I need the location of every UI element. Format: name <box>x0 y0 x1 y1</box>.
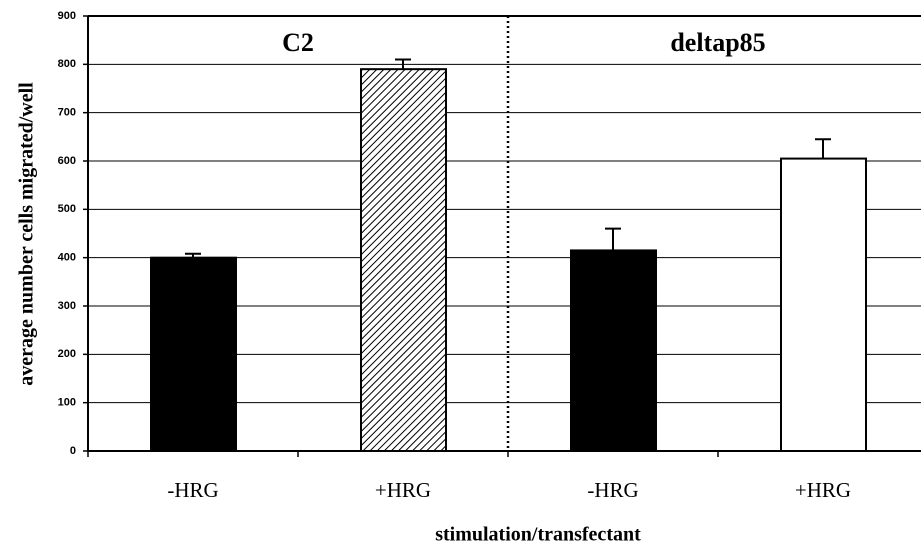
x-tick-label: +HRG <box>375 478 431 502</box>
group-label: C2 <box>282 28 314 57</box>
y-tick-label: 0 <box>70 445 76 457</box>
group-label: deltap85 <box>670 28 765 57</box>
error-bar <box>395 58 411 70</box>
y-tick-label: 900 <box>58 10 76 22</box>
y-tick-label: 100 <box>58 397 76 409</box>
x-tick-label: -HRG <box>167 478 218 502</box>
y-tick-label: 500 <box>58 203 76 215</box>
error-bar <box>605 227 621 251</box>
y-tick-label: 300 <box>58 300 76 312</box>
y-axis-label: average number cells migrated/well <box>16 82 38 386</box>
bar <box>570 249 657 452</box>
y-tick-label: 400 <box>58 252 76 264</box>
x-tick-label: -HRG <box>587 478 638 502</box>
y-tick-label: 700 <box>58 107 76 119</box>
y-tick-label: 800 <box>58 58 76 70</box>
bar <box>150 256 237 452</box>
error-bar <box>815 138 831 159</box>
bar <box>780 157 867 452</box>
y-tick-label: 200 <box>58 348 76 360</box>
x-tick-label: +HRG <box>795 478 851 502</box>
bar <box>360 68 447 453</box>
x-axis-label: stimulation/transfectant <box>435 524 641 546</box>
y-tick-label: 600 <box>58 155 76 167</box>
error-bar <box>185 252 201 258</box>
